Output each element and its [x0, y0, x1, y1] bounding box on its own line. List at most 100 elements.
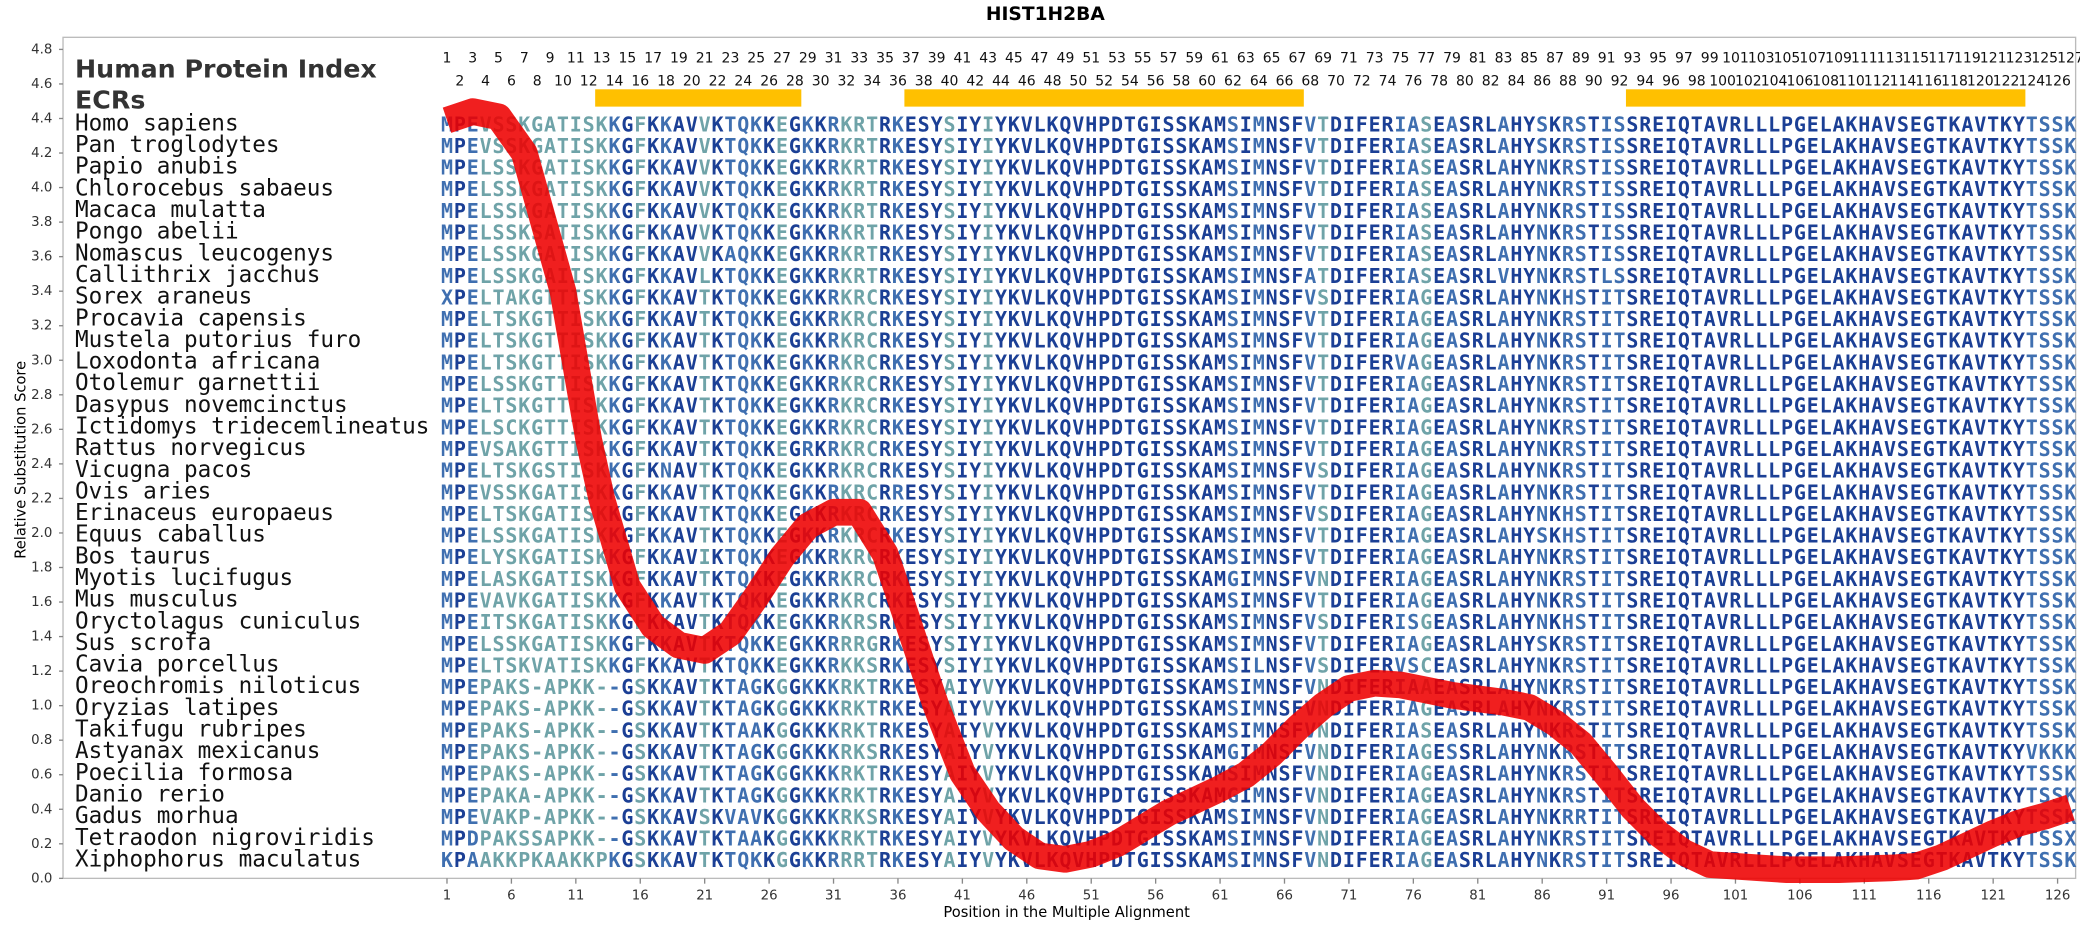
position-number: 88: [1559, 73, 1577, 89]
x-tick-label: 121: [1980, 889, 2005, 904]
x-tick-label: 101: [1723, 889, 1748, 904]
position-number: 21: [696, 51, 714, 67]
position-number: 109: [1825, 51, 1852, 67]
position-number: 96: [1662, 73, 1680, 89]
x-tick-label: 1: [443, 889, 451, 904]
position-number: 66: [1276, 73, 1294, 89]
chart-title: HIST1H2BA: [986, 4, 1105, 25]
species-name: Papio anubis: [75, 154, 239, 180]
species-name: Xiphophorus maculatus: [75, 846, 361, 872]
position-number: 123: [2006, 51, 2033, 67]
position-number: 1: [443, 51, 452, 67]
position-number: 114: [1890, 73, 1917, 89]
position-number: 99: [1701, 51, 1719, 67]
y-tick-label: 0.6: [31, 768, 52, 783]
sequence: MPEVSSKGATISKKGFKKAVVKTQKKEGKKRKRTRKESYS…: [441, 112, 2077, 136]
y-tick-label: 2.2: [31, 491, 52, 506]
species-name: Gadus morhua: [75, 803, 239, 829]
species-name: Otolemur garnettii: [75, 370, 320, 396]
species-name: Sorex araneus: [75, 284, 252, 310]
position-number: 30: [812, 73, 830, 89]
species-name: Danio rerio: [75, 781, 225, 807]
position-number: 52: [1095, 73, 1113, 89]
species-name: Poecilia formosa: [75, 760, 293, 786]
position-number: 124: [2018, 73, 2045, 89]
position-number: 71: [1340, 51, 1358, 67]
position-number: 41: [953, 51, 971, 67]
y-tick-label: 4.0: [31, 181, 52, 196]
position-number: 58: [1173, 73, 1191, 89]
species-name: Myotis lucifugus: [75, 565, 293, 591]
position-number: 100: [1709, 73, 1736, 89]
x-tick-label: 6: [507, 889, 515, 904]
position-number: 19: [670, 51, 688, 67]
position-number: 86: [1533, 73, 1551, 89]
position-number: 67: [1288, 51, 1306, 67]
x-tick-label: 66: [1276, 889, 1293, 904]
species-name: Homo sapiens: [75, 110, 239, 136]
position-number: 77: [1417, 51, 1435, 67]
position-number: 75: [1392, 51, 1410, 67]
species-name: Oreochromis niloticus: [75, 673, 361, 699]
species-name: Pan troglodytes: [75, 132, 279, 158]
species-name: Chlorocebus sabaeus: [75, 175, 334, 201]
position-number: 24: [734, 73, 752, 89]
species-name: Loxodonta africana: [75, 349, 320, 375]
position-number: 87: [1546, 51, 1564, 67]
position-number: 34: [863, 73, 881, 89]
sequence: MPELSSKGATISKKGFKKAVTKTQKKEGKKRRRGRKESYS…: [441, 631, 2077, 655]
x-tick-label: 41: [954, 889, 971, 904]
position-number: 119: [1954, 51, 1981, 67]
y-tick-label: 2.6: [31, 422, 52, 437]
position-number: 94: [1636, 73, 1654, 89]
position-number: 38: [915, 73, 933, 89]
position-number: 23: [722, 51, 740, 67]
position-number: 13: [593, 51, 611, 67]
species-name: Bos taurus: [75, 543, 211, 569]
y-tick-label: 3.2: [31, 319, 52, 334]
position-number: 72: [1353, 73, 1371, 89]
position-number: 60: [1198, 73, 1216, 89]
x-tick-label: 11: [567, 889, 584, 904]
position-number: 14: [606, 73, 624, 89]
position-number: 122: [1993, 73, 2020, 89]
position-number: 61: [1211, 51, 1229, 67]
position-number: 45: [1005, 51, 1023, 67]
position-number: 95: [1649, 51, 1667, 67]
position-number: 50: [1069, 73, 1087, 89]
position-number: 10: [554, 73, 572, 89]
position-number: 17: [644, 51, 662, 67]
position-number: 68: [1301, 73, 1319, 89]
x-tick-label: 106: [1787, 889, 1812, 904]
sequence: MPEVAVKGATISKKGFKKAVTKTQKKEGKKRKRCRKESYS…: [441, 588, 2077, 612]
position-number: 70: [1327, 73, 1345, 89]
y-tick-label: 3.6: [31, 250, 52, 265]
y-tick-label: 2.4: [31, 457, 52, 472]
position-number: 4: [481, 73, 490, 89]
position-number: 64: [1250, 73, 1268, 89]
ecr-bar: [1625, 89, 2026, 107]
position-number: 5: [494, 51, 503, 67]
position-number: 25: [747, 51, 765, 67]
y-tick-label: 1.8: [31, 560, 52, 575]
position-number: 89: [1572, 51, 1590, 67]
x-tick-label: 86: [1534, 889, 1551, 904]
sequence: MPELSSKGTTISKKGFKKAVTKTQKKEGKKRKRCRKESYS…: [441, 372, 2077, 396]
position-number: 36: [889, 73, 907, 89]
sequence: MPEVSSKGATISKKGFKKAVVKTQKKEGKKRKRTRKESYS…: [441, 133, 2077, 157]
position-number: 82: [1482, 73, 1500, 89]
position-number: 78: [1430, 73, 1448, 89]
sequence: MPEVSSKGATISKKGFKKAVTKTQKKEGKKRKRCRRESYS…: [441, 480, 2077, 504]
position-number: 7: [520, 51, 529, 67]
position-number: 12: [580, 73, 598, 89]
position-number: 18: [657, 73, 675, 89]
position-number: 35: [876, 51, 894, 67]
position-number: 107: [1799, 51, 1826, 67]
sequence: MPEPAKS-APKK--GSKKAVTKTAGKGGKKKRKTRKESYA…: [441, 675, 2077, 699]
position-number: 47: [1031, 51, 1049, 67]
position-number: 2: [455, 73, 464, 89]
sequence: MPELSSKGATISKKGFKKAVVKTQKKEGKKRKRTRKESYS…: [441, 177, 2077, 201]
ecr-label: ECRs: [75, 84, 145, 114]
y-tick-label: 0.2: [31, 837, 52, 852]
sequence: MPELTSKVATISKKGFKKAVTKTQKKEGKKRKKSRKESYS…: [441, 653, 2077, 677]
